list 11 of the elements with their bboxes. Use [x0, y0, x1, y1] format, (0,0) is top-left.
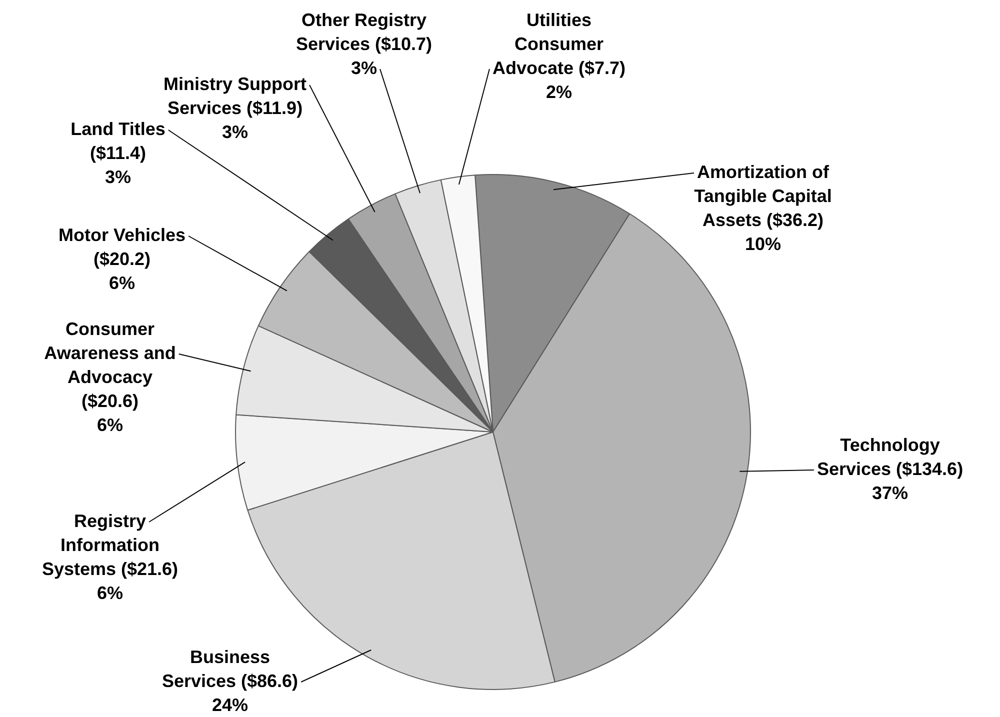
slice-label: Business Services ($86.6) 24% [162, 646, 298, 715]
data-label: ($11.4) 3% [90, 142, 146, 187]
slice-label: Utilities Consumer Advocate ($7.7) 2% [492, 10, 626, 102]
data-label: ($20.2) 6% [93, 248, 151, 293]
data-label: ($20.6) 6% [81, 390, 139, 435]
slice-label: Land Titles [70, 118, 166, 139]
slice-label: Registry Information Systems ($21.6) 6% [42, 510, 178, 603]
slice-label: Motor Vehicles [58, 224, 186, 245]
slice-label: Technology Services ($134.6) 37% [816, 434, 964, 503]
slice-label: Amortization of Tangible Capital Assets ($36.2) 10% [694, 162, 832, 254]
slice-label: Consumer Awareness and Advocacy [44, 318, 176, 387]
